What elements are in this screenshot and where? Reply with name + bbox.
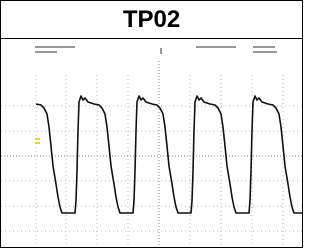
waveform — [36, 96, 302, 213]
oscilloscope-screen — [1, 39, 302, 247]
figure: TP02 — [0, 0, 303, 248]
channel-marker — [35, 138, 40, 144]
screen-header — [35, 46, 277, 54]
center-axes — [1, 61, 302, 247]
grid — [1, 75, 302, 247]
figure-title: TP02 — [1, 1, 302, 39]
